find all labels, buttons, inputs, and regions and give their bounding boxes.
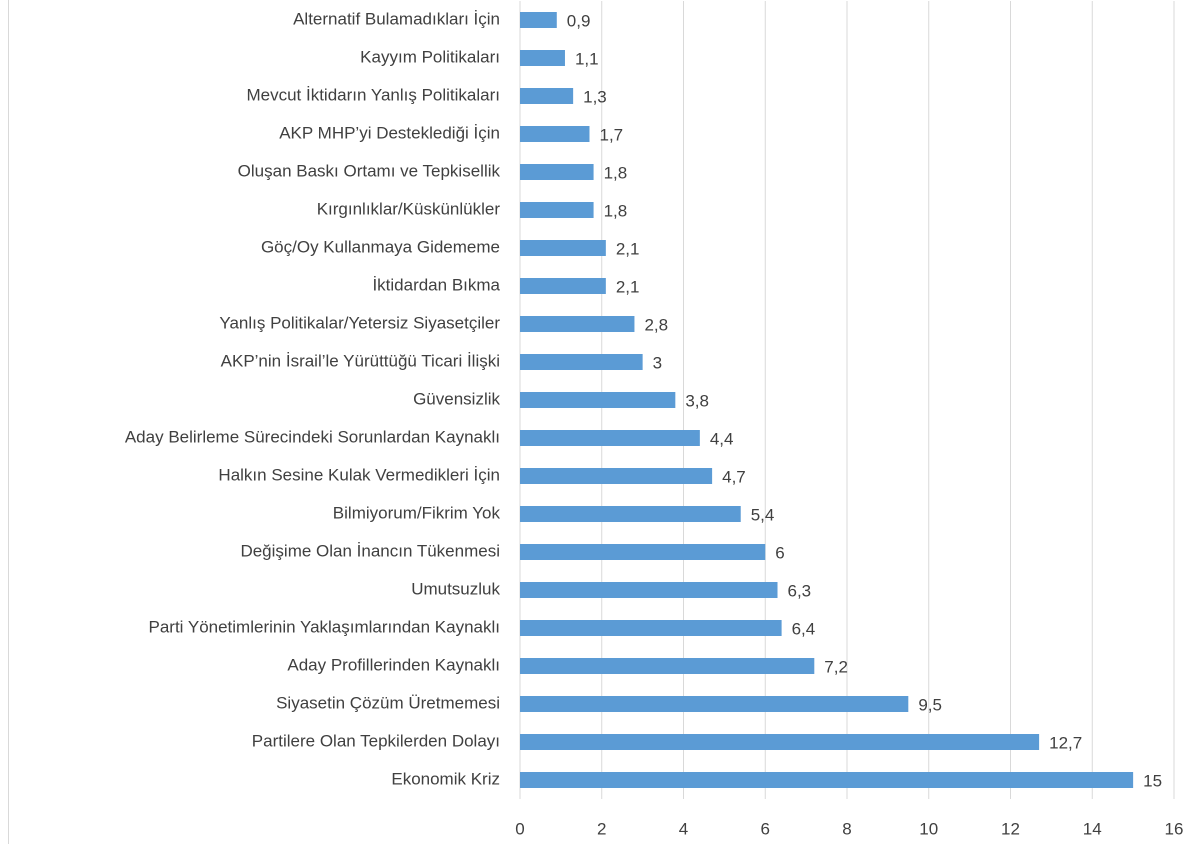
- x-tick-label: 10: [919, 819, 938, 838]
- bar: [520, 734, 1040, 750]
- value-label: 2,1: [616, 239, 640, 258]
- y-tick-label: Ekonomik Kriz: [391, 769, 500, 788]
- y-tick-label: Güvensizlik: [413, 389, 500, 408]
- y-tick-label: Mevcut İktidarın Yanlış Politikaları: [246, 85, 500, 104]
- y-tick-label: Aday Belirleme Sürecindeki Sorunlardan K…: [125, 427, 500, 446]
- bar: [520, 468, 713, 484]
- y-tick-label: Siyasetin Çözüm Üretmemesi: [276, 693, 500, 712]
- x-tick-label: 2: [597, 819, 606, 838]
- bar: [520, 50, 565, 66]
- value-label: 4,7: [722, 467, 746, 486]
- value-label: 1,8: [604, 163, 628, 182]
- x-tick-label: 12: [1001, 819, 1020, 838]
- x-tick-label: 0: [515, 819, 524, 838]
- y-tick-label: İktidardan Bıkma: [372, 275, 500, 294]
- bar: [520, 164, 594, 180]
- value-label: 1,8: [604, 201, 628, 220]
- bar: [520, 202, 594, 218]
- y-tick-label: Değişime Olan İnancın Tükenmesi: [240, 541, 500, 560]
- value-label: 6,3: [788, 581, 812, 600]
- y-tick-label: Oluşan Baskı Ortamı ve Tepkisellik: [238, 161, 501, 180]
- bar: [520, 240, 606, 256]
- value-label: 1,3: [583, 87, 607, 106]
- x-tick-label: 4: [679, 819, 688, 838]
- bar: [520, 88, 574, 104]
- value-label: 6,4: [792, 619, 816, 638]
- x-tick-label: 6: [761, 819, 770, 838]
- bar: [520, 354, 643, 370]
- y-tick-label: Kırgınlıklar/Küskünlükler: [317, 199, 501, 218]
- x-tick-label: 14: [1083, 819, 1102, 838]
- y-tick-label: Yanlış Politikalar/Yetersiz Siyasetçiler: [219, 313, 500, 332]
- value-label: 3: [653, 353, 662, 372]
- value-label: 5,4: [751, 505, 775, 524]
- y-tick-label: Partilere Olan Tepkilerden Dolayı: [252, 731, 500, 750]
- value-label: 3,8: [685, 391, 709, 410]
- y-tick-label: Parti Yönetimlerinin Yaklaşımlarından Ka…: [148, 617, 500, 636]
- bar: [520, 582, 778, 598]
- x-tick-label: 16: [1165, 819, 1184, 838]
- value-label: 15: [1143, 771, 1162, 790]
- bar: [520, 772, 1134, 788]
- bar: [520, 430, 700, 446]
- bar: [520, 392, 676, 408]
- bar: [520, 506, 741, 522]
- y-tick-label: AKP’nin İsrail’le Yürüttüğü Ticari İlişk…: [221, 351, 500, 370]
- value-label: 6: [775, 543, 784, 562]
- y-tick-label: Göç/Oy Kullanmaya Gidememe: [261, 237, 500, 256]
- value-label: 2,8: [644, 315, 668, 334]
- value-label: 1,1: [575, 49, 599, 68]
- y-tick-label: Halkın Sesine Kulak Vermedikleri İçin: [218, 465, 500, 484]
- y-tick-label: Kayyım Politikaları: [360, 47, 500, 66]
- bar: [520, 620, 782, 636]
- bar: [520, 696, 909, 712]
- y-tick-label: AKP MHP’yi Desteklediği İçin: [279, 123, 500, 142]
- y-tick-label: Umutsuzluk: [411, 579, 500, 598]
- value-label: 12,7: [1049, 733, 1082, 752]
- bar: [520, 544, 766, 560]
- y-tick-label: Alternatif Bulamadıkları İçin: [293, 9, 500, 28]
- y-tick-label: Aday Profillerinden Kaynaklı: [287, 655, 500, 674]
- value-label: 0,9: [567, 11, 591, 30]
- bar: [520, 658, 815, 674]
- bar: [520, 126, 590, 142]
- value-label: 1,7: [599, 125, 623, 144]
- value-label: 7,2: [824, 657, 848, 676]
- y-tick-label: Bilmiyorum/Fikrim Yok: [333, 503, 501, 522]
- value-label: 9,5: [918, 695, 942, 714]
- value-label: 4,4: [710, 429, 734, 448]
- value-label: 2,1: [616, 277, 640, 296]
- bar: [520, 316, 635, 332]
- bar: [520, 278, 606, 294]
- bar: [520, 12, 557, 28]
- x-tick-label: 8: [842, 819, 851, 838]
